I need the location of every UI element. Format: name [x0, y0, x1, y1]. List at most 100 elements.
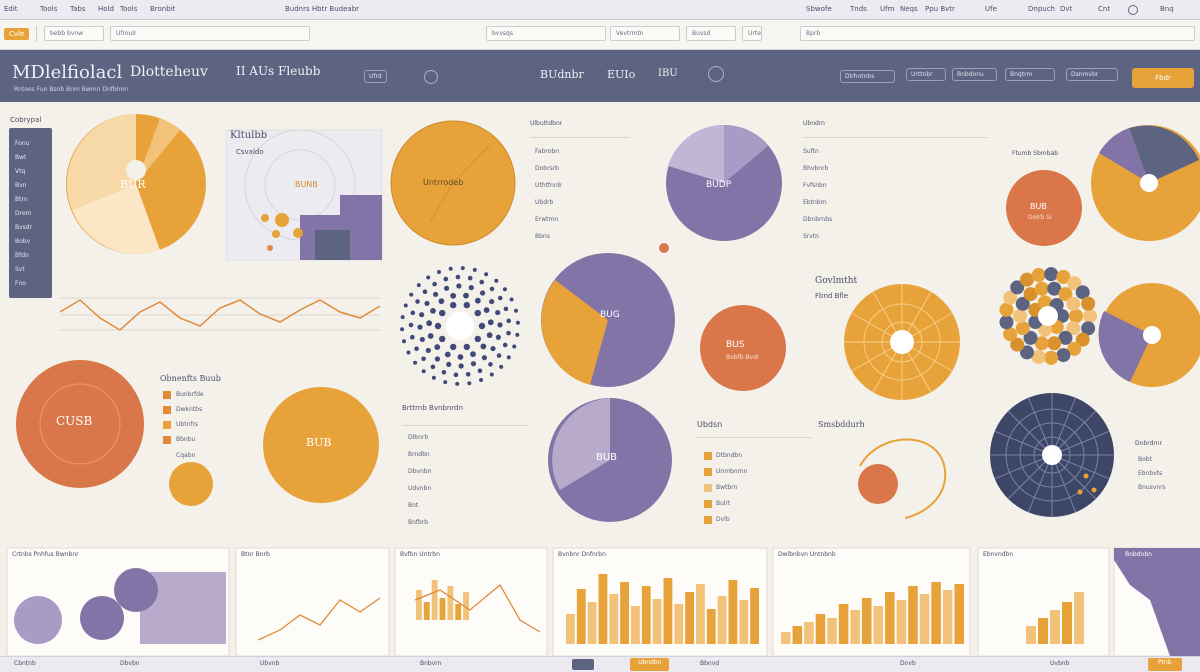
toolbar-field-5[interactable]: Buvsd: [686, 26, 736, 41]
top-right-item-4[interactable]: Neqs: [900, 5, 918, 13]
header-right-pill-4[interactable]: Bnqtrm: [1005, 68, 1055, 81]
header-right-pill-5[interactable]: Dsnmvbr: [1066, 68, 1118, 81]
list4-item[interactable]: Dvlb: [716, 516, 730, 523]
top-right-item-1[interactable]: Sbwofe: [806, 5, 832, 13]
list2-item[interactable]: Suftn: [803, 148, 819, 155]
list1-item[interactable]: Erwtmn: [535, 216, 559, 223]
hex-cluster[interactable]: [999, 267, 1097, 365]
list4-item[interactable]: Unmbnmn: [716, 468, 748, 475]
dot-cluster[interactable]: [400, 266, 520, 386]
menu-item-hold[interactable]: Hold: [98, 5, 114, 13]
list2-item[interactable]: Srvtn: [803, 233, 819, 240]
coral-pie-2[interactable]: [700, 305, 786, 391]
list1-item[interactable]: Bbns: [535, 233, 550, 240]
coral-circle[interactable]: [16, 360, 144, 488]
list3-item[interactable]: Dlbnrb: [408, 434, 429, 441]
pie-chart-5[interactable]: [541, 253, 675, 387]
list2-item[interactable]: Fvfsnbn: [803, 182, 827, 189]
active-tab[interactable]: Cvle: [4, 28, 30, 40]
pie-chart-3[interactable]: [666, 124, 782, 241]
right-list-item[interactable]: Ebnbvts: [1138, 470, 1163, 477]
list1-item[interactable]: Uthtfnrdr: [535, 182, 563, 189]
sidebar-item-8[interactable]: Bobv: [15, 238, 31, 245]
user-icon[interactable]: [708, 66, 724, 82]
orange-pie-small[interactable]: [169, 462, 213, 506]
menu-item-edit[interactable]: Edit: [4, 5, 18, 13]
keyboard-icon[interactable]: [572, 659, 594, 670]
top-right-item-7[interactable]: Dnpuch: [1028, 5, 1055, 13]
bottom-bar-item[interactable]: Dnvb: [900, 660, 916, 667]
toolbar-field-7[interactable]: Bprb: [800, 26, 1195, 41]
bottom-bar-item[interactable]: Bbnvd: [700, 660, 720, 667]
toolbar-field-1[interactable]: bebb bvnw: [44, 26, 104, 41]
pie-chart-2[interactable]: [390, 120, 516, 246]
pie-chart-6[interactable]: [1098, 283, 1200, 387]
list3-item[interactable]: Brndbn: [408, 451, 430, 458]
sidebar-item-7[interactable]: Bvsdr: [15, 224, 33, 231]
sidebar-item-3[interactable]: Vtq: [15, 168, 26, 175]
list4-item[interactable]: Dtbndbn: [716, 452, 743, 459]
menu-item-bronbit[interactable]: Bronbit: [150, 5, 176, 13]
bottom-bar-button[interactable]: Ptnb: [1148, 658, 1182, 671]
pie-chart-4[interactable]: [1091, 125, 1200, 241]
list3-item[interactable]: Bnfbrb: [408, 519, 429, 526]
orange-pie-big[interactable]: [263, 387, 379, 503]
right-list-item[interactable]: Bobt: [1138, 456, 1152, 463]
sidebar-item-6[interactable]: Drem: [15, 210, 32, 217]
menu-item-tools-2[interactable]: Tools: [120, 5, 138, 13]
list2-item[interactable]: Dbnbrnbs: [803, 216, 833, 223]
bottom-chart-7[interactable]: [1114, 548, 1200, 656]
bottom-bar-active[interactable]: Ubndbn: [630, 658, 670, 671]
bottom-bar-item[interactable]: Cbntnb: [14, 660, 36, 667]
sidebar-item-1[interactable]: Fonu: [15, 140, 30, 147]
top-right-item-3[interactable]: Ufm: [880, 5, 895, 13]
header-pill[interactable]: Ufrd: [364, 70, 387, 83]
toolbar-field-2[interactable]: Ufroulr: [110, 26, 310, 41]
list3-item[interactable]: Udvnbn: [408, 485, 432, 492]
top-right-item-5[interactable]: Ppu Bvtr: [925, 5, 955, 13]
bottom-chart-6[interactable]: [1026, 592, 1084, 644]
header-right-pill-1[interactable]: Dlrhntnbs: [840, 70, 895, 83]
list2-item[interactable]: Ebtnbrn: [803, 199, 827, 206]
menu-item-tools[interactable]: Tools: [40, 5, 58, 13]
toolbar-field-3[interactable]: bvvsqs: [486, 26, 606, 41]
bottom-bar-item[interactable]: Bnbvrn: [420, 660, 442, 667]
sidebar-item-4[interactable]: Bvn: [15, 182, 27, 189]
search-icon[interactable]: [1128, 5, 1138, 15]
header-right-pill-2[interactable]: Urttnbr: [906, 68, 946, 81]
pie-chart-7[interactable]: [548, 398, 672, 522]
right-list-item[interactable]: Bnusvnrs: [1138, 484, 1166, 491]
settings-icon[interactable]: [424, 70, 438, 84]
list2-item[interactable]: Bhvbnrb: [803, 165, 829, 172]
action-button[interactable]: Fbdr: [1132, 68, 1194, 88]
radial-chart[interactable]: [990, 393, 1114, 517]
area-panel[interactable]: [225, 129, 383, 261]
sidebar-item-11[interactable]: Fno: [15, 280, 26, 287]
sidebar-item-2[interactable]: Bwt: [15, 154, 27, 161]
list4-item[interactable]: Bulrt: [716, 500, 731, 507]
list1-item[interactable]: Dobrsrb: [535, 165, 559, 172]
list3-item[interactable]: Bnt: [408, 502, 419, 509]
pie-chart-1[interactable]: [66, 114, 206, 254]
coral-pie-1[interactable]: [1006, 170, 1082, 246]
bottom-chart-4[interactable]: [566, 574, 759, 644]
bottom-bar-item[interactable]: Ubvnb: [260, 660, 280, 667]
ribbon-pie[interactable]: [844, 284, 960, 400]
bottom-chart-3[interactable]: [414, 580, 541, 633]
top-right-item-9[interactable]: Cnt: [1098, 5, 1111, 13]
list4-item[interactable]: Bwtbrn: [716, 484, 738, 491]
bottom-chart-5[interactable]: [781, 582, 964, 644]
bottom-chart-2[interactable]: [257, 597, 381, 641]
list1-item[interactable]: Ubdrb: [535, 199, 554, 206]
top-right-item-10[interactable]: Bnq: [1160, 5, 1174, 13]
sidebar-item-10[interactable]: Svt: [15, 266, 25, 273]
toolbar-field-6[interactable]: Urte: [742, 26, 762, 41]
bottom-chart-1[interactable]: [14, 568, 226, 644]
top-right-item-2[interactable]: Tnds: [850, 5, 867, 13]
toolbar-field-4[interactable]: Vevtrmtn: [610, 26, 680, 41]
arc-chart[interactable]: [858, 438, 947, 519]
sidebar-item-5[interactable]: Btrn: [15, 196, 28, 203]
header-right-pill-3[interactable]: Bnbdonu: [952, 68, 997, 81]
bottom-bar-item[interactable]: Dbvbn: [120, 660, 140, 667]
line-chart-1[interactable]: [59, 297, 381, 331]
